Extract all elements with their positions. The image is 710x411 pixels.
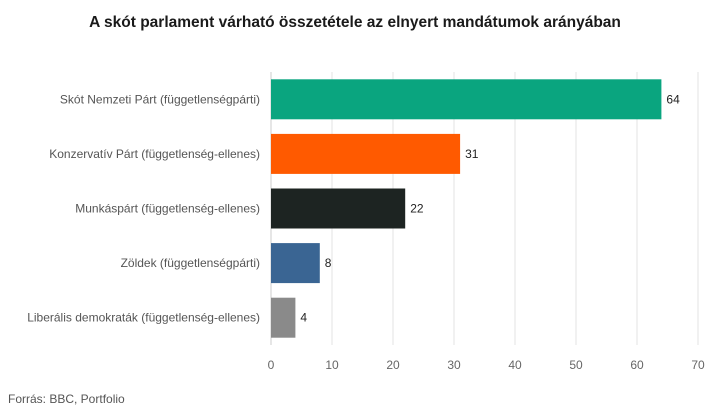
- x-tick-label: 0: [268, 358, 275, 372]
- x-tick-label: 30: [447, 358, 461, 372]
- x-tick-label: 10: [325, 358, 339, 372]
- x-tick-label: 20: [386, 358, 400, 372]
- category-label: Skót Nemzeti Párt (függetlenségpárti): [60, 92, 260, 106]
- data-label: 64: [666, 92, 680, 106]
- category-label: Munkáspárt (függetlenség-ellenes): [75, 202, 260, 216]
- x-tick-label: 40: [508, 358, 522, 372]
- bar: [271, 79, 662, 120]
- category-label: Konzervatív Párt (függetlenség-ellenes): [49, 147, 260, 161]
- data-label: 31: [465, 147, 479, 161]
- x-tick-label: 70: [691, 358, 705, 372]
- source-note: Forrás: BBC, Portfolio: [8, 392, 125, 406]
- category-label: Liberális demokraták (függetlenség-ellen…: [27, 311, 260, 325]
- data-label: 22: [410, 202, 424, 216]
- bar: [271, 133, 461, 174]
- bar: [271, 243, 320, 284]
- chart-title: A skót parlament várható összetétele az …: [89, 14, 621, 31]
- category-label: Zöldek (függetlenségpárti): [121, 256, 260, 270]
- data-label: 8: [325, 256, 332, 270]
- x-tick-label: 60: [630, 358, 644, 372]
- bar: [271, 297, 296, 338]
- data-label: 4: [300, 311, 307, 325]
- bar: [271, 188, 406, 229]
- x-tick-label: 50: [569, 358, 583, 372]
